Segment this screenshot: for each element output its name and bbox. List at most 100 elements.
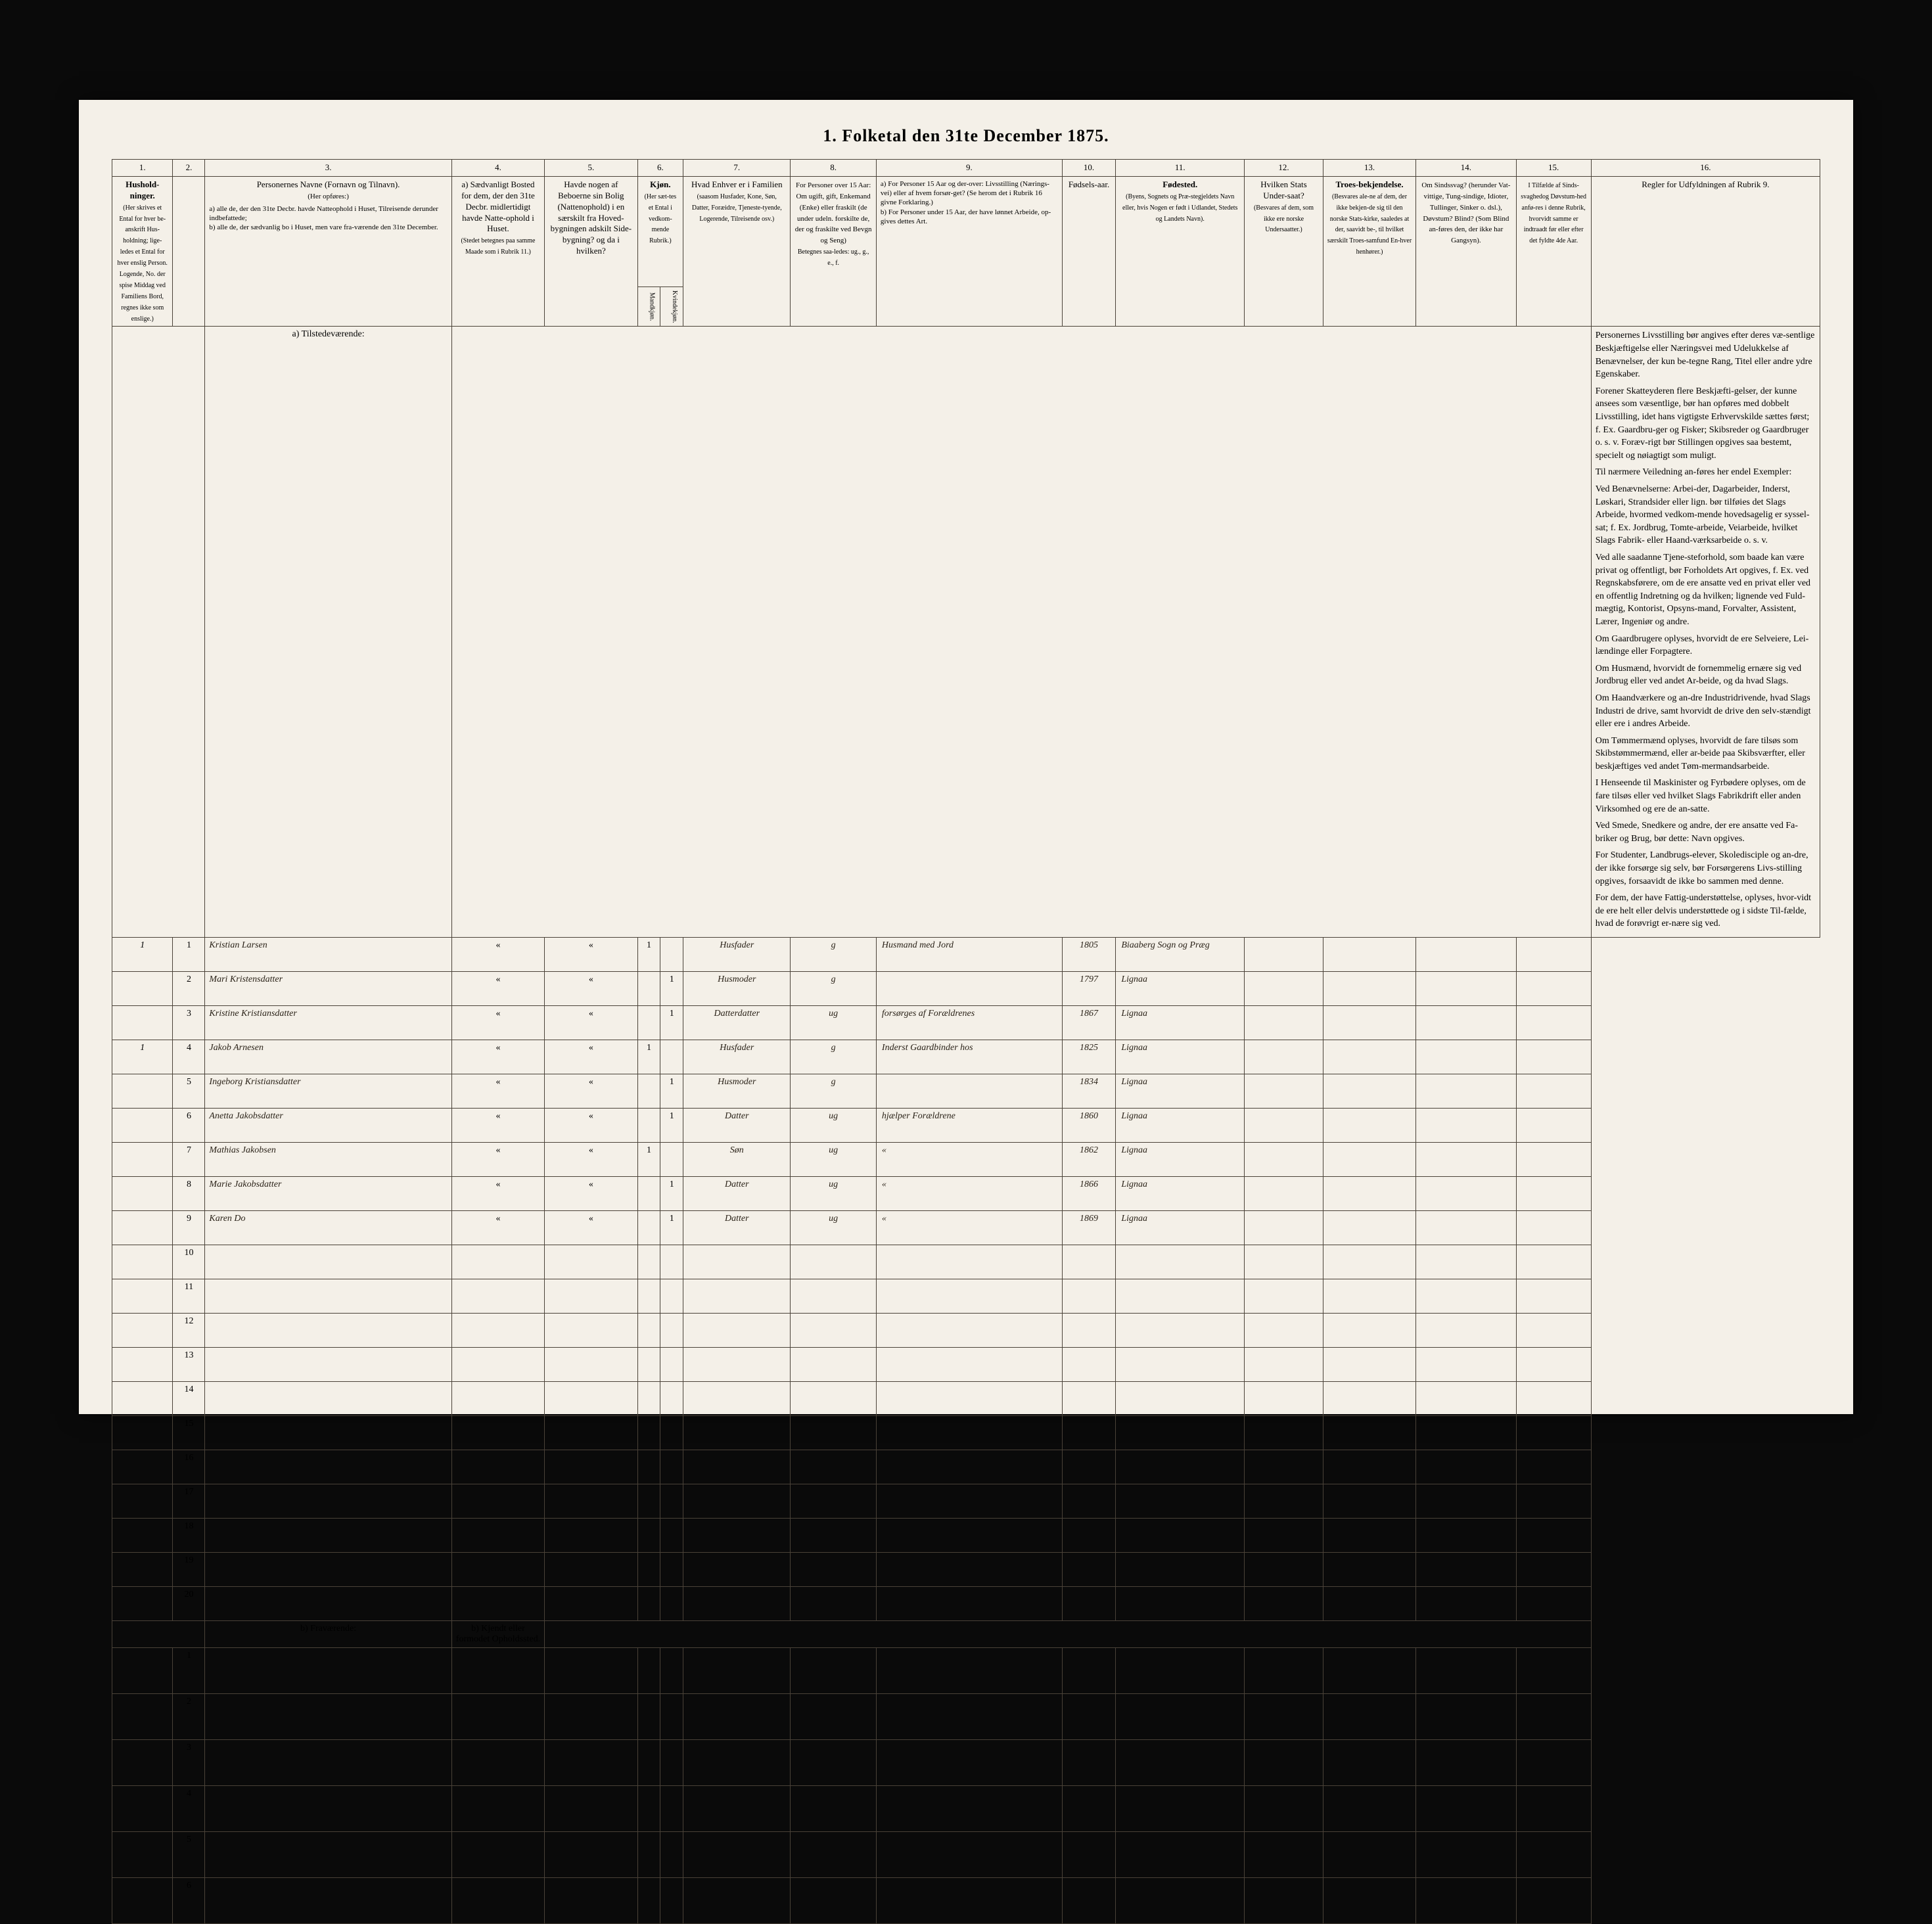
header-religion: Troes-bekjendelse. (Besvares ale-ne af d… [1323,176,1415,327]
family-role: Datter [683,1109,791,1143]
female-mark: 1 [660,1177,683,1211]
civil-status: g [791,1040,877,1074]
nationality [1245,972,1323,1006]
household-num [112,1740,173,1786]
civil-status: ug [791,1211,877,1245]
religion [1323,972,1415,1006]
header-birthplace: Fødested. (Byens, Sognets og Præ-stegjel… [1116,176,1245,327]
table-row: 13 [112,1348,1820,1382]
building: « [545,972,637,1006]
person-name [205,1553,451,1587]
person-num: 16 [173,1450,205,1484]
nationality [1245,1177,1323,1211]
person-num: 20 [173,1587,205,1621]
table-row: 6 [112,1878,1820,1924]
header-building: Havde nogen af Beboerne sin Bolig (Natte… [545,176,637,327]
person-num: 13 [173,1348,205,1382]
household-num [112,1006,173,1040]
male-mark [637,1074,660,1109]
disability [1416,1006,1516,1040]
instruction-para: Ved Benævnelserne: Arbei-der, Dagarbeide… [1596,483,1816,547]
birthplace: Lignaa [1116,1211,1245,1245]
table-row: 14Jakob Arnesen««1HusfadergInderst Gaard… [112,1040,1820,1074]
disability [1416,1211,1516,1245]
person-name [205,1450,451,1484]
female-mark: 1 [660,1211,683,1245]
household-num [112,1519,173,1553]
nationality [1245,1074,1323,1109]
person-num: 7 [173,1143,205,1177]
person-name [205,1648,451,1694]
nationality [1245,938,1323,972]
family-role: Datter [683,1177,791,1211]
religion [1323,1109,1415,1143]
religion [1323,1074,1415,1109]
header-title: Hvilken Stats Under-saat? [1260,179,1306,200]
person-num: 10 [173,1245,205,1279]
female-mark: 1 [660,1074,683,1109]
civil-status: g [791,1074,877,1109]
residence: « [451,1109,544,1143]
person-num: 2 [173,1694,205,1740]
person-num: 1 [173,938,205,972]
person-name: Anetta Jakobsdatter [205,1109,451,1143]
household-num [112,1245,173,1279]
instruction-para: Personernes Livsstilling bør angives eft… [1596,329,1816,380]
occupation: « [876,1177,1062,1211]
birth-year: 1805 [1062,938,1116,972]
birth-year: 1862 [1062,1143,1116,1177]
col-num: 10. [1062,160,1116,177]
female-mark: 1 [660,972,683,1006]
household-num [112,1177,173,1211]
census-table: 1. 2. 3. 4. 5. 6. 7. 8. 9. 10. 11. 12. 1… [112,159,1820,1924]
person-name [205,1348,451,1382]
instruction-para: Til nærmere Veiledning an-føres her ende… [1596,466,1816,479]
family-role: Husmoder [683,972,791,1006]
family-role: Datter [683,1211,791,1245]
table-row: 10 [112,1245,1820,1279]
person-name [205,1519,451,1553]
female-mark: 1 [660,1109,683,1143]
occupation: hjælper Forældrene [876,1109,1062,1143]
instruction-para: Ved alle saadanne Tjene-steforhold, som … [1596,551,1816,629]
person-num: 2 [173,972,205,1006]
col-num: 4. [451,160,544,177]
header-title: Fødested. [1162,179,1197,189]
male-mark [637,972,660,1006]
male-mark [637,1006,660,1040]
person-num: 14 [173,1382,205,1416]
household-num [112,1279,173,1314]
header-title: Om Sindssvag? (herunder Vat-vittige, Tun… [1421,181,1510,244]
person-name [205,1382,451,1416]
header-sub: (Stedet betegnes paa samme Maade som i R… [461,237,535,256]
header-title: I Tilfælde af Sinds-svaghedog Døvstum-he… [1521,182,1586,244]
building: « [545,1006,637,1040]
birthplace: Biaaberg Sogn og Præg [1116,938,1245,972]
disability-age [1516,938,1591,972]
table-row: 11 [112,1279,1820,1314]
instruction-para: For Studenter, Landbrugs-elever, Skoledi… [1596,849,1816,888]
header-title: Hvad Enhver er i Familien [691,179,783,189]
building: « [545,1074,637,1109]
building: « [545,1177,637,1211]
person-num: 19 [173,1553,205,1587]
occupation [876,972,1062,1006]
col-num: 1. [112,160,173,177]
person-num: 3 [173,1006,205,1040]
household-num [112,1314,173,1348]
person-num: 11 [173,1279,205,1314]
header-household: Hushold-ninger. (Her skrives et Ental fo… [112,176,173,327]
birth-year: 1867 [1062,1006,1116,1040]
header-gender: Kjøn. (Her sæt-tes et Ental i vedkom-men… [637,176,683,287]
header-family: Hvad Enhver er i Familien (saasom Husfad… [683,176,791,327]
religion [1323,1006,1415,1040]
birthplace: Lignaa [1116,1109,1245,1143]
female-mark: 1 [660,1006,683,1040]
table-row: 2Mari Kristensdatter««1Husmoderg1797Lign… [112,972,1820,1006]
header-sub: (Her sæt-tes et Ental i vedkom-mende Rub… [645,193,677,245]
civil-status: ug [791,1143,877,1177]
nationality [1245,1143,1323,1177]
female-mark [660,1143,683,1177]
header-male: Mandkjøn. [637,287,660,327]
person-num: 6 [173,1878,205,1924]
